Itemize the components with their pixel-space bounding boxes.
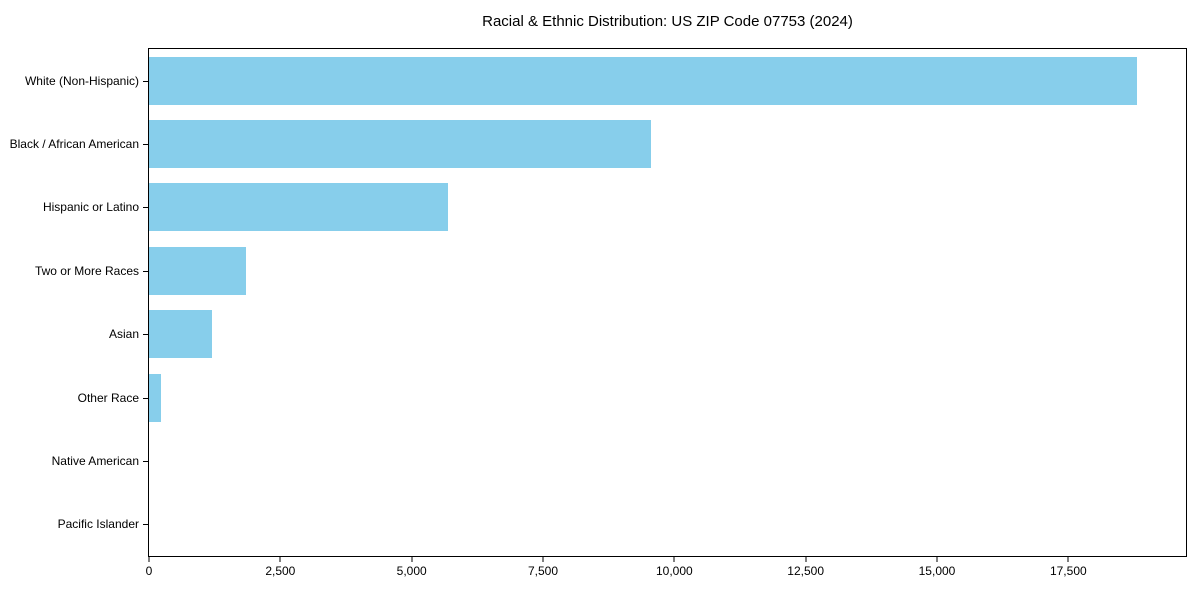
y-axis-tick [143, 397, 149, 399]
bar [149, 373, 162, 422]
y-axis-tick [143, 207, 149, 209]
plot-area: White (Non-Hispanic) Black / African Amer… [10, 48, 1187, 578]
bar [149, 310, 212, 359]
bar-row: Pacific Islander [58, 493, 1186, 556]
bar-row: Hispanic or Latino [43, 176, 1186, 239]
x-axis-tick [936, 556, 938, 562]
x-tick-label: 2,500 [265, 564, 296, 578]
x-axis-tick [279, 556, 281, 562]
x-axis-tick [805, 556, 807, 562]
bar [149, 56, 1137, 105]
bar-row: Asian [109, 303, 1186, 366]
x-tick-label: 0 [145, 564, 153, 578]
bar-row: Other Race [78, 366, 1186, 429]
y-tick-label: Native American [51, 453, 139, 468]
x-tick-label: 7,500 [527, 564, 558, 578]
y-tick-label: White (Non-Hispanic) [24, 73, 139, 88]
y-tick-label: Other Race [77, 390, 139, 405]
x-axis-tick [673, 556, 675, 562]
x-tick-label: 10,000 [655, 564, 693, 578]
y-tick-label: Two or More Races [34, 263, 139, 278]
x-axis-tick [148, 556, 150, 562]
y-tick-label: Hispanic or Latino [42, 200, 139, 215]
x-axis-tick [1067, 556, 1069, 562]
chart-title: Racial & Ethnic Distribution: US ZIP Cod… [482, 13, 853, 30]
y-axis-tick [143, 144, 149, 146]
bar [149, 246, 246, 295]
y-axis-tick [143, 460, 149, 462]
x-tick-label: 5,000 [396, 564, 427, 578]
x-tick-label: 12,500 [787, 564, 825, 578]
bar-row: Two or More Races [35, 239, 1186, 302]
y-tick-label: Black / African American [9, 137, 139, 152]
bar-row: Black / African American [10, 112, 1186, 175]
y-tick-label: Asian [108, 327, 139, 342]
bar [149, 120, 651, 169]
y-axis-tick [143, 270, 149, 272]
x-tick-label: 15,000 [918, 564, 956, 578]
x-tick-label: 17,500 [1049, 564, 1087, 578]
y-axis-tick [143, 80, 149, 82]
x-axis-tick [411, 556, 413, 562]
bar-row: Native American [52, 429, 1186, 492]
y-axis-tick [143, 524, 149, 526]
y-tick-label: Pacific Islander [57, 517, 139, 532]
y-axis-tick [143, 334, 149, 336]
x-axis-tick [542, 556, 544, 562]
bar [149, 183, 449, 232]
bar-row: White (Non-Hispanic) [25, 49, 1186, 112]
